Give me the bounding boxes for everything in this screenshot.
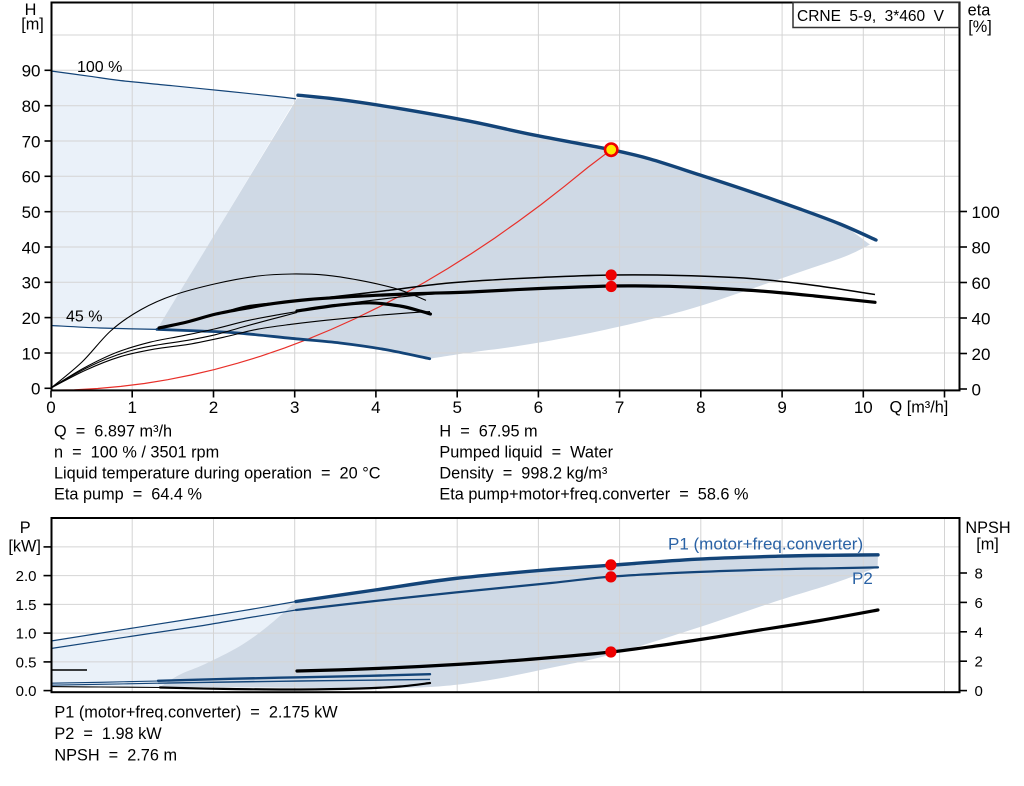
svg-text:2: 2 — [209, 398, 218, 417]
svg-text:Q [m³/h]: Q [m³/h] — [890, 399, 949, 417]
svg-text:70: 70 — [22, 132, 41, 151]
svg-text:9: 9 — [777, 398, 786, 417]
svg-text:100: 100 — [972, 203, 1000, 222]
svg-text:60: 60 — [22, 168, 41, 187]
svg-text:4: 4 — [371, 398, 380, 417]
svg-text:50: 50 — [22, 203, 41, 222]
svg-text:80: 80 — [972, 238, 991, 257]
svg-text:Eta pump+motor+freq.converter: Eta pump+motor+freq.converter = 58.6 % — [439, 486, 748, 504]
svg-text:40: 40 — [972, 309, 991, 328]
svg-text:Eta pump = 64.4 %: Eta pump = 64.4 % — [54, 486, 202, 504]
svg-text:80: 80 — [22, 97, 41, 116]
svg-text:NPSH = 2.76 m: NPSH = 2.76 m — [54, 747, 177, 765]
svg-text:8: 8 — [975, 566, 983, 583]
svg-text:[%]: [%] — [968, 18, 992, 36]
svg-text:[m]: [m] — [21, 16, 44, 34]
svg-text:0: 0 — [46, 398, 55, 417]
svg-text:n = 100 % / 3501 rpm: n = 100 % / 3501 rpm — [54, 443, 219, 461]
svg-text:P: P — [20, 519, 31, 537]
svg-text:2.0: 2.0 — [16, 568, 37, 585]
svg-text:[kW]: [kW] — [8, 537, 41, 555]
svg-text:2: 2 — [975, 654, 983, 671]
svg-text:eta: eta — [968, 2, 992, 20]
svg-text:CRNE 5-9, 3*460 V: CRNE 5-9, 3*460 V — [797, 8, 945, 25]
svg-text:8: 8 — [696, 398, 705, 417]
svg-text:10: 10 — [854, 398, 873, 417]
svg-text:Density = 998.2 kg/m³: Density = 998.2 kg/m³ — [439, 465, 607, 483]
svg-text:20: 20 — [972, 345, 991, 364]
svg-text:30: 30 — [22, 274, 41, 293]
svg-text:0: 0 — [31, 380, 40, 399]
svg-text:H: H — [25, 1, 37, 19]
svg-text:Pumped liquid = Water: Pumped liquid = Water — [439, 443, 613, 461]
svg-text:H = 67.95 m: H = 67.95 m — [439, 422, 537, 440]
svg-text:60: 60 — [972, 274, 991, 293]
svg-text:NPSH: NPSH — [965, 519, 1010, 537]
svg-text:5: 5 — [452, 398, 461, 417]
svg-text:[m]: [m] — [976, 535, 999, 553]
svg-text:3: 3 — [290, 398, 299, 417]
svg-text:Liquid temperature during oper: Liquid temperature during operation = 20… — [54, 465, 381, 483]
svg-text:0: 0 — [975, 683, 983, 700]
svg-text:0.0: 0.0 — [16, 683, 37, 700]
svg-text:40: 40 — [22, 238, 41, 257]
svg-text:6: 6 — [534, 398, 543, 417]
svg-text:P2 = 1.98 kW: P2 = 1.98 kW — [54, 725, 162, 743]
svg-text:P2: P2 — [852, 569, 873, 588]
svg-text:20: 20 — [22, 309, 41, 328]
svg-text:Q = 6.897 m³/h: Q = 6.897 m³/h — [54, 422, 172, 440]
svg-text:1.0: 1.0 — [16, 626, 37, 643]
svg-text:1.5: 1.5 — [16, 597, 37, 614]
svg-text:0.5: 0.5 — [16, 654, 37, 671]
svg-text:45 %: 45 % — [66, 309, 102, 326]
svg-text:7: 7 — [615, 398, 624, 417]
svg-text:10: 10 — [22, 344, 41, 363]
svg-text:4: 4 — [975, 624, 983, 641]
svg-text:1: 1 — [127, 398, 136, 417]
svg-text:90: 90 — [22, 62, 41, 81]
svg-text:P1 (motor+freq.converter) =: P1 (motor+freq.converter) = 2.175 kW — [54, 704, 338, 722]
svg-text:6: 6 — [975, 595, 983, 612]
svg-text:P1 (motor+freq.converter): P1 (motor+freq.converter) — [668, 534, 863, 553]
svg-text:100 %: 100 % — [77, 59, 122, 76]
svg-text:0: 0 — [972, 380, 981, 399]
